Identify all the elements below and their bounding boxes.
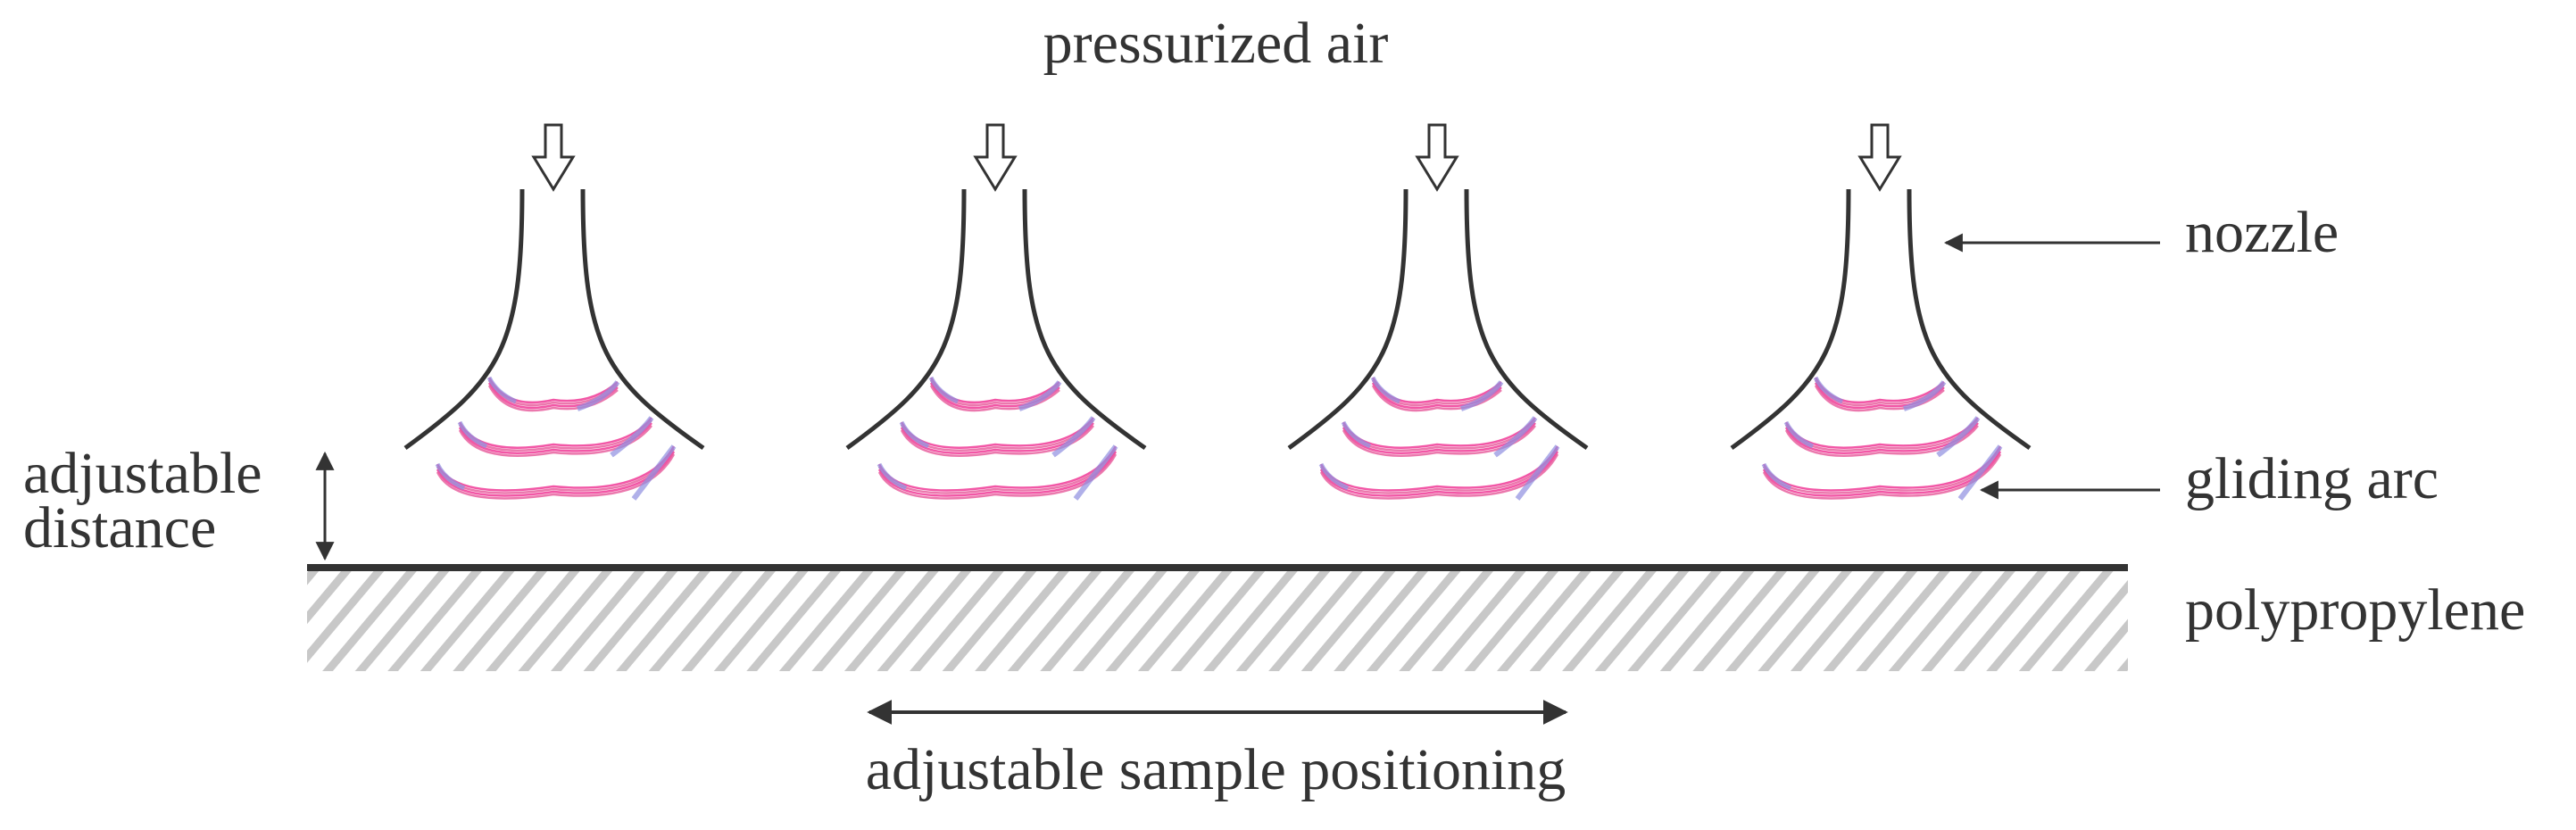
gliding-arc-glow: [1073, 444, 1118, 501]
gliding-arc: [1371, 385, 1502, 412]
gliding-arc-glow: [877, 462, 908, 491]
arc-label: gliding arc: [2185, 446, 2439, 511]
gliding-arc-glow: [928, 376, 960, 404]
gliding-arc-glow: [1318, 462, 1350, 491]
nozzle-wall: [1022, 188, 1147, 451]
gliding-arc-glow: [1460, 380, 1504, 411]
nozzle-wall: [845, 188, 967, 451]
gliding-arc-glow: [457, 420, 488, 449]
gliding-arc-glow: [435, 462, 466, 491]
nozzles: [403, 123, 2032, 501]
air-arrow: [1415, 123, 1459, 192]
nozzle-wall: [580, 188, 705, 451]
material-label: polypropylene: [2185, 577, 2525, 643]
gliding-arc-glow: [1018, 380, 1062, 411]
gliding-arc: [487, 385, 619, 412]
gliding-arc-glow: [1957, 444, 2003, 501]
gliding-arc-glow: [1903, 380, 1947, 411]
nozzle-wall: [1907, 188, 2032, 451]
gliding-arc: [1814, 385, 1945, 412]
gliding-arc-glow: [1515, 444, 1560, 501]
gliding-arc-glow: [577, 380, 620, 411]
gliding-arc-glow: [1761, 462, 1792, 491]
gliding-arc-glow: [899, 420, 930, 449]
gliding-arc-glow: [1341, 420, 1372, 449]
air-arrow: [531, 123, 576, 192]
nozzle-label: nozzle: [2185, 200, 2339, 265]
nozzle-wall: [1287, 188, 1408, 451]
gliding-arc-glow: [1783, 420, 1815, 449]
top-label: pressurized air: [1043, 11, 1389, 76]
distance-label: distance: [23, 495, 216, 560]
air-arrow: [973, 123, 1018, 192]
nozzle-wall: [403, 188, 525, 451]
nozzle-wall: [1730, 188, 1851, 451]
gliding-arc-glow: [486, 376, 518, 404]
gliding-arc-glow: [631, 444, 677, 501]
gliding-arc-glow: [610, 416, 654, 458]
gliding-arc: [929, 385, 1060, 412]
sample-hatch: [307, 571, 2128, 671]
gliding-arc-glow: [1813, 376, 1844, 404]
gliding-arc-glow: [1493, 416, 1538, 458]
nozzle-wall: [1464, 188, 1589, 451]
gliding-arc-glow: [1370, 376, 1401, 404]
air-arrow: [1857, 123, 1902, 192]
gliding-arc-glow: [1051, 416, 1096, 458]
distance-label: adjustable: [23, 441, 262, 506]
gliding-arc-glow: [1936, 416, 1981, 458]
positioning-label: adjustable sample positioning: [866, 737, 1566, 802]
